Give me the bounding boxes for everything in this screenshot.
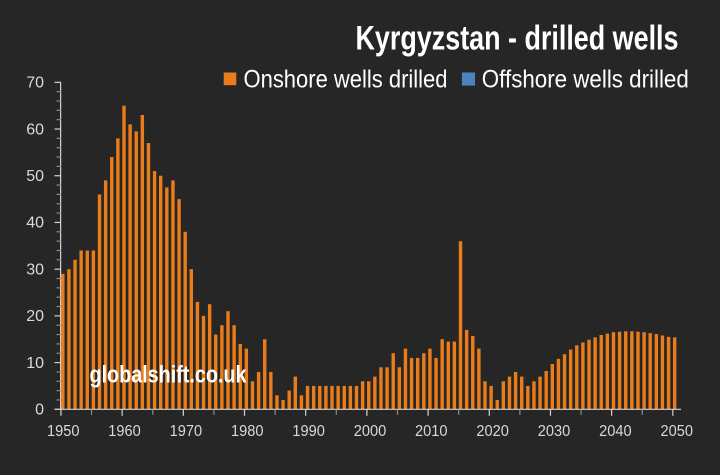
svg-text:2000: 2000: [354, 423, 387, 440]
svg-text:1970: 1970: [170, 423, 203, 440]
svg-text:2050: 2050: [660, 423, 693, 440]
svg-text:Onshore wells drilled: Onshore wells drilled: [244, 65, 448, 93]
svg-text:20: 20: [26, 308, 44, 325]
svg-text:globalshift.co.uk: globalshift.co.uk: [90, 362, 248, 389]
svg-text:30: 30: [26, 261, 44, 278]
svg-text:1980: 1980: [231, 423, 264, 440]
svg-text:10: 10: [26, 355, 44, 372]
svg-text:40: 40: [26, 215, 44, 232]
svg-text:2020: 2020: [476, 423, 509, 440]
svg-text:2010: 2010: [415, 423, 448, 440]
svg-text:70: 70: [26, 75, 44, 92]
svg-text:1950: 1950: [47, 423, 80, 440]
svg-text:2030: 2030: [538, 423, 571, 440]
svg-text:60: 60: [26, 121, 44, 138]
svg-text:1990: 1990: [292, 423, 325, 440]
svg-text:0: 0: [35, 402, 44, 419]
svg-text:1960: 1960: [108, 423, 141, 440]
svg-text:2040: 2040: [599, 423, 632, 440]
svg-text:Offshore wells drilled: Offshore wells drilled: [482, 65, 689, 93]
svg-text:Kyrgyzstan - drilled wells: Kyrgyzstan - drilled wells: [356, 19, 679, 57]
svg-text:50: 50: [26, 168, 44, 185]
